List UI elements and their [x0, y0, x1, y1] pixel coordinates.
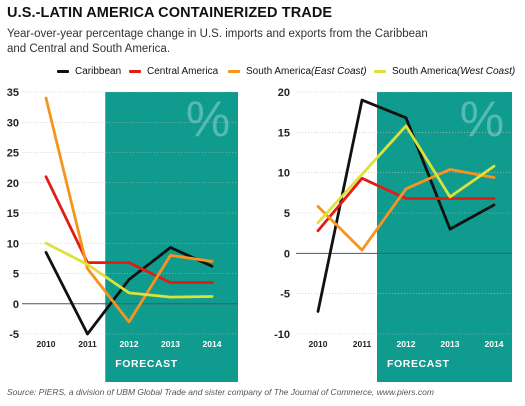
exports-point-central-america — [493, 197, 495, 200]
imports-y-tick-label: -5 — [9, 329, 19, 341]
exports-point-central-america — [361, 177, 363, 180]
legend-swatch-central-america — [129, 70, 141, 73]
exports-point-south-america-west-coast — [493, 165, 495, 168]
imports-x-tick-label: 2013 — [161, 339, 180, 349]
legend-qualifier-south-america-west: (West Coast) — [457, 66, 516, 77]
exports-y-tick-label: 10 — [278, 168, 290, 180]
exports-y-tick-label: 20 — [278, 87, 290, 99]
imports-point-central-america — [169, 281, 172, 284]
imports-x-tick-label: 2012 — [120, 339, 139, 349]
exports-forecast-label: FORECAST — [387, 358, 450, 370]
imports-y-tick-label: 20 — [7, 178, 19, 190]
imports-y-tick-label: 5 — [13, 269, 19, 281]
legend-label-south-america-east: South America — [246, 66, 312, 77]
imports-point-south-america-west-coast — [86, 263, 89, 266]
exports-y-tick-label: 0 — [284, 248, 290, 260]
imports-y-tick-label: 25 — [7, 148, 19, 160]
imports-chart: % -5 0 5 10 15 20 25 30 35 2010 2011 2012 2013 2014 FOR… — [7, 87, 238, 382]
exports-point-south-america-west-coast — [405, 125, 407, 127]
imports-point-south-america-west-coast — [211, 295, 213, 298]
source-note: Source: PIERS, a division of UBM Global … — [7, 387, 434, 397]
exports-point-south-america-east-coast — [405, 188, 407, 190]
exports-y-tick-label: 5 — [284, 208, 290, 220]
exports-point-south-america-east-coast — [317, 205, 319, 208]
imports-point-south-america-west-coast — [169, 296, 172, 298]
subtitle-line-1: Year-over-year percentage change in U.S.… — [7, 28, 428, 40]
exports-point-south-america-west-coast — [449, 196, 451, 198]
legend-item-central-america: Central America — [129, 66, 218, 77]
legend-item-caribbean: Caribbean — [57, 66, 121, 77]
exports-point-central-america — [317, 229, 319, 232]
exports-point-south-america-west-coast — [317, 221, 319, 224]
exports-x-tick-label: 2013 — [441, 339, 460, 349]
legend-label-south-america-west: South America — [392, 66, 458, 77]
exports-forecast-band — [377, 92, 512, 382]
exports-point-caribbean — [317, 310, 319, 313]
exports-point-caribbean — [493, 204, 495, 206]
legend-label-central-america: Central America — [147, 66, 219, 77]
imports-y-tick-label: 30 — [7, 117, 19, 129]
page-title: U.S.-LATIN AMERICA CONTAINERIZED TRADE — [7, 5, 333, 21]
exports-point-south-america-west-coast — [361, 173, 363, 176]
imports-point-central-america — [211, 281, 213, 284]
imports-point-central-america — [45, 175, 47, 178]
imports-point-caribbean — [128, 278, 130, 281]
imports-x-tick-label: 2010 — [37, 339, 56, 349]
exports-percent-watermark: % — [460, 91, 504, 147]
imports-percent-watermark: % — [186, 91, 230, 147]
exports-point-south-america-east-coast — [449, 168, 451, 171]
imports-y-tick-label: 0 — [13, 299, 19, 311]
imports-x-tick-label: 2011 — [78, 339, 97, 349]
imports-point-south-america-east-coast — [45, 97, 47, 99]
exports-point-caribbean — [405, 117, 407, 119]
imports-point-south-america-east-coast — [211, 260, 213, 263]
imports-point-caribbean — [86, 333, 89, 335]
legend-swatch-caribbean — [57, 70, 69, 73]
legend-item-south-america-west: South America (West Coast) — [374, 66, 515, 77]
exports-point-caribbean — [449, 228, 451, 230]
legend-label-caribbean: Caribbean — [75, 66, 122, 77]
imports-y-tick-label: 10 — [7, 238, 19, 250]
exports-chart: % -10 -5 0 5 10 15 20 2010 2011 2012 2013 2014 FORECA… — [274, 87, 512, 382]
imports-y-tick-label: 15 — [7, 208, 19, 220]
subtitle-line-2: and Central and South America. — [7, 43, 171, 55]
exports-x-tick-label: 2014 — [485, 339, 504, 349]
legend-swatch-south-america-east — [228, 70, 240, 73]
imports-y-tick-label: 35 — [7, 87, 19, 99]
exports-point-central-america — [405, 197, 407, 200]
imports-x-tick-label: 2014 — [203, 339, 222, 349]
legend-item-south-america-east: South America (East Coast) — [228, 66, 367, 77]
exports-y-tick-label: -5 — [280, 289, 290, 301]
exports-point-caribbean — [361, 99, 363, 101]
imports-point-caribbean — [169, 246, 172, 249]
imports-point-south-america-east-coast — [86, 267, 89, 270]
exports-point-south-america-east-coast — [361, 249, 363, 251]
legend-qualifier-south-america-east: (East Coast) — [311, 66, 367, 77]
imports-forecast-label: FORECAST — [115, 358, 178, 370]
exports-x-tick-label: 2012 — [397, 339, 416, 349]
exports-y-tick-label: -10 — [274, 329, 290, 341]
imports-forecast-band — [105, 92, 238, 382]
legend-swatch-south-america-west — [374, 70, 386, 73]
exports-x-tick-label: 2011 — [353, 339, 372, 349]
imports-point-south-america-west-coast — [128, 292, 130, 294]
legend: Caribbean Central America South America … — [0, 66, 525, 82]
imports-point-south-america-east-coast — [128, 321, 130, 323]
imports-point-central-america — [128, 261, 130, 264]
exports-x-tick-label: 2010 — [309, 339, 328, 349]
imports-point-south-america-east-coast — [169, 254, 172, 257]
imports-point-caribbean — [211, 265, 213, 268]
subtitle: Year-over-year percentage change in U.S.… — [7, 27, 437, 57]
exports-point-south-america-east-coast — [493, 176, 495, 179]
imports-point-south-america-west-coast — [45, 242, 47, 245]
imports-point-caribbean — [45, 251, 47, 254]
exports-y-tick-label: 15 — [278, 127, 290, 139]
